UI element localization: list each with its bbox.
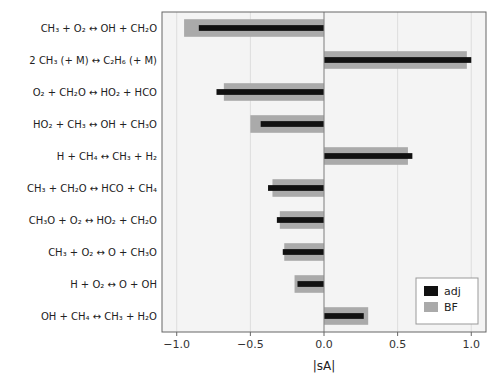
bar [184, 19, 324, 37]
category-label: H + O₂ ↔ O + OH [70, 279, 157, 290]
category-label: CH₃ + CH₂O ↔ HCO + CH₄ [27, 183, 157, 194]
tick-mark [471, 332, 472, 336]
bar [216, 89, 324, 95]
axis-label: |sA| [313, 359, 336, 373]
bar [261, 121, 324, 127]
bar [324, 313, 364, 319]
bar [277, 217, 324, 223]
plot-background [162, 12, 486, 332]
plot-frame [162, 12, 486, 332]
tick-mark [176, 332, 177, 336]
bar [199, 25, 324, 31]
category-label: 2 CH₃ (+ M) ↔ C₂H₆ (+ M) [29, 55, 157, 66]
tick-label: −0.5 [237, 338, 264, 351]
category-label: CH₃ + O₂ ↔ O + CH₃O [48, 247, 157, 258]
tick-mark [324, 332, 325, 336]
tick-label: −1.0 [163, 338, 190, 351]
category-label: O₂ + CH₂O ↔ HO₂ + HCO [33, 87, 157, 98]
legend-swatch [424, 286, 438, 296]
tick-label: 0.0 [315, 338, 333, 351]
category-label: OH + CH₄ ↔ CH₃ + H₂O [41, 311, 157, 322]
grid-line [324, 12, 325, 332]
tick-label: 1.0 [463, 338, 481, 351]
tick-mark [397, 332, 398, 336]
legend-box [416, 278, 478, 324]
legend-label: BF [444, 301, 458, 314]
zero-line [324, 12, 325, 332]
bar [324, 57, 471, 63]
bar [297, 281, 324, 287]
legend-swatch [424, 302, 438, 312]
chart: −1.0 −0.5 0.0 0.5 1.0 CH₃ + O₂ ↔ OH + CH₂O 2 C… [0, 0, 500, 380]
legend: adj BF [416, 278, 478, 324]
bar [250, 115, 324, 133]
bar [283, 249, 324, 255]
bar [324, 153, 412, 159]
category-label: CH₃O + O₂ ↔ HO₂ + CH₂O [29, 215, 157, 226]
tick-label: 0.5 [389, 338, 407, 351]
bar [268, 185, 324, 191]
bar [295, 275, 324, 293]
tick-mark [250, 332, 251, 336]
grid-line [176, 12, 177, 332]
legend-label: adj [444, 285, 461, 298]
bar [324, 307, 368, 325]
category-label: HO₂ + CH₃ ↔ OH + CH₃O [33, 119, 157, 130]
grid-line [250, 12, 251, 332]
category-label: H + CH₄ ↔ CH₃ + H₂ [57, 151, 157, 162]
category-label: CH₃ + O₂ ↔ OH + CH₂O [41, 23, 158, 34]
